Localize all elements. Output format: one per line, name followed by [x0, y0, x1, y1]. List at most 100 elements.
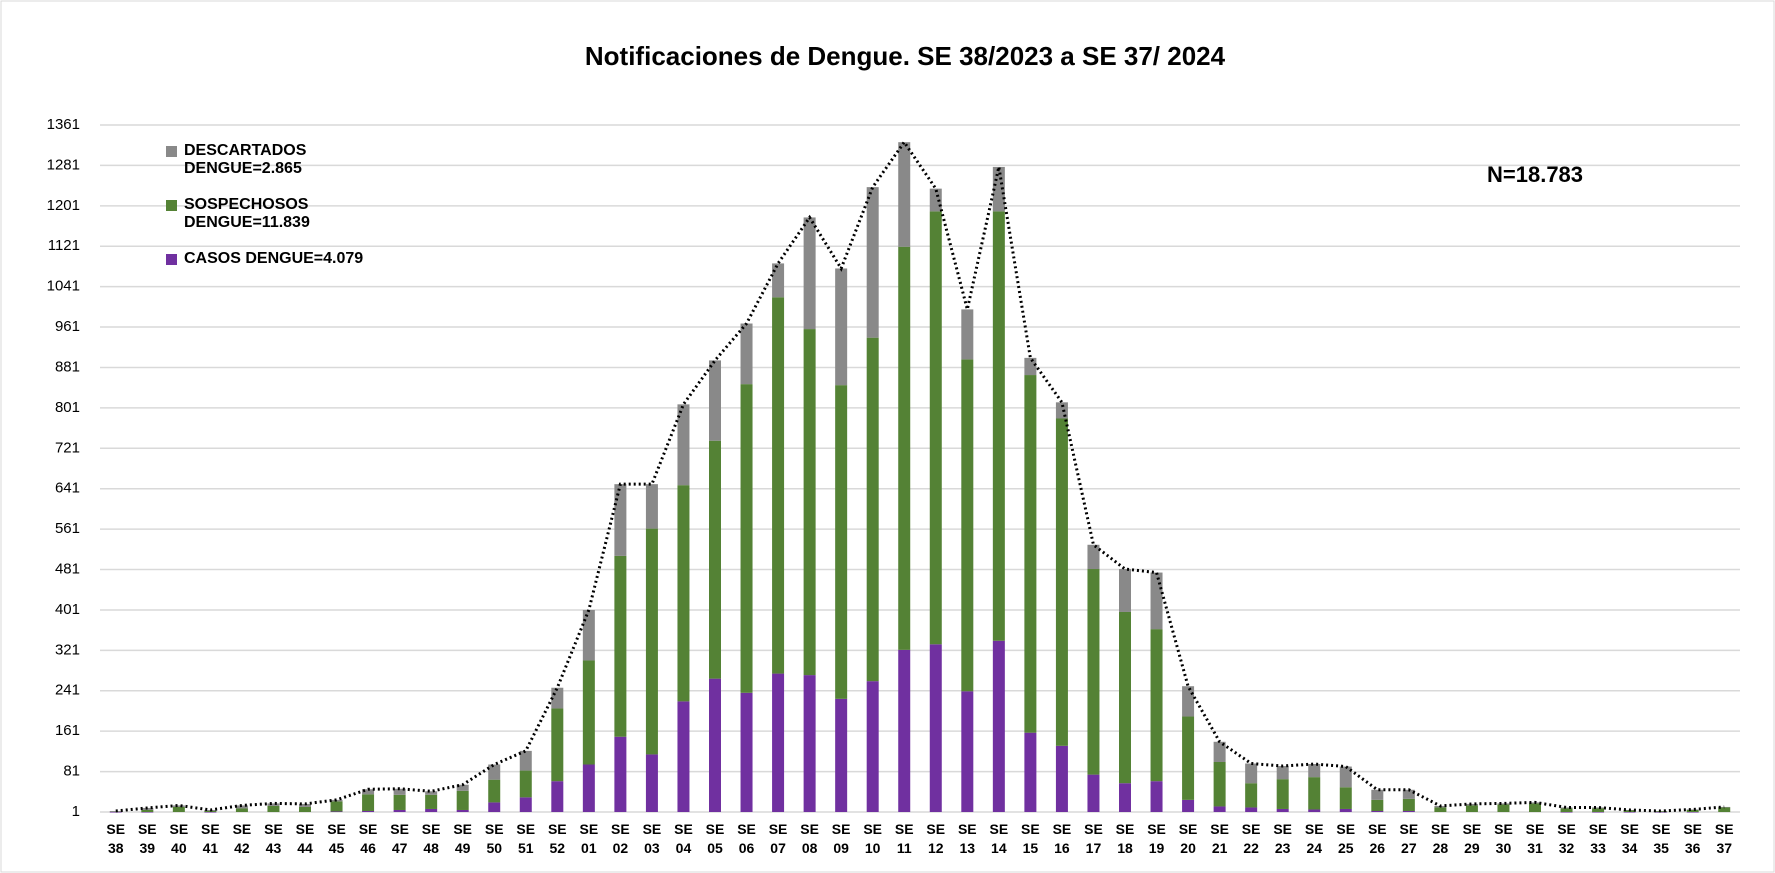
x-tick-label: SE 10 [863, 821, 882, 856]
x-tick-label: SE 26 [1368, 821, 1387, 856]
x-tick-label: SE 38 [106, 821, 125, 856]
bar-segment [1087, 544, 1100, 570]
y-tick-label: 241 [55, 682, 80, 699]
x-tick-label: SE 25 [1336, 821, 1355, 856]
legend-item: CASOS DENGUE=4.079 [166, 250, 376, 268]
bar-segment [709, 440, 721, 679]
bar-segment [992, 211, 1005, 641]
y-tick-label: 721 [55, 439, 80, 456]
x-tick-label: SE 41 [201, 821, 220, 856]
x-tick-label: SE 27 [1400, 821, 1419, 856]
bar-segment [1560, 808, 1573, 812]
bar-segment [1655, 811, 1668, 812]
bar-segment [1339, 766, 1352, 788]
bar-segment [1308, 777, 1321, 810]
bar-segment [1182, 686, 1195, 717]
x-tick-label: SE 09 [832, 821, 851, 856]
bar-segment [1339, 808, 1352, 812]
bar-segment [519, 750, 532, 771]
y-tick-label: 641 [55, 480, 80, 497]
y-tick-label: 1041 [47, 278, 80, 295]
x-tick-label: SE 19 [1147, 821, 1166, 856]
bar-segment [1655, 812, 1668, 813]
bar-segment [772, 297, 785, 674]
legend: DESCARTADOS DENGUE=2.865 SOSPECHOSOS DENG… [166, 142, 376, 286]
bar-segment [866, 187, 879, 338]
bar-segment [614, 555, 627, 737]
bar-segment [1055, 418, 1068, 746]
x-tick-label: SE 29 [1463, 821, 1482, 856]
bar-segment [1465, 803, 1478, 806]
bar-segment [1592, 812, 1605, 813]
x-tick-label: SE 07 [769, 821, 788, 856]
bar-segment [299, 806, 311, 812]
y-tick-label: 401 [55, 601, 80, 618]
legend-label: DESCARTADOS DENGUE=2.865 [184, 142, 307, 177]
bar-segment [866, 337, 879, 682]
x-tick-label: SE 47 [390, 821, 409, 856]
bar-segment [1087, 569, 1100, 775]
y-tick-label: 1201 [47, 197, 80, 214]
bar-segment [803, 675, 816, 812]
bar-segment [1119, 569, 1131, 612]
legend-swatch [166, 200, 177, 211]
y-tick-label: 801 [55, 399, 80, 416]
bar-segment [961, 359, 974, 692]
bar-segment [393, 794, 406, 810]
bar-segment [551, 708, 564, 782]
bar-segment [299, 803, 311, 807]
bar-segment [109, 810, 122, 812]
y-tick-label: 961 [55, 318, 80, 335]
bar-segment [456, 809, 469, 812]
bar-segment [1529, 803, 1541, 812]
x-tick-label: SE 17 [1084, 821, 1103, 856]
bar-segment [709, 360, 721, 441]
bar-segment [267, 805, 280, 812]
bar-segment [677, 485, 690, 702]
bar-segment [1655, 810, 1668, 812]
bar-segment [1497, 804, 1510, 812]
bar-segment [1308, 809, 1321, 812]
bar-segment [141, 812, 154, 813]
bar-segment [929, 211, 942, 645]
x-tick-label: SE 22 [1242, 821, 1261, 856]
y-tick-label: 1121 [48, 237, 80, 254]
bar-segment [1276, 779, 1289, 809]
bar-segment [1245, 783, 1258, 808]
bar-segment [835, 698, 848, 812]
bar-segment [1024, 357, 1037, 376]
x-tick-label: SE 18 [1116, 821, 1135, 856]
legend-label: CASOS DENGUE=4.079 [184, 250, 364, 267]
x-tick-label: SE 46 [359, 821, 378, 856]
bar-segment [1276, 808, 1289, 812]
bar-segment [1465, 805, 1478, 812]
bar-segment [1308, 764, 1321, 778]
bar-segment [898, 142, 911, 247]
bar-segment [362, 794, 375, 811]
bar-segment [1402, 810, 1415, 812]
bar-segment [740, 323, 753, 385]
bar-segment [1686, 812, 1699, 813]
y-tick-label: 1 [72, 803, 80, 820]
x-tick-label: SE 08 [800, 821, 819, 856]
bar-segment [1213, 761, 1226, 807]
bar-segment [425, 791, 438, 795]
bar-segment [614, 736, 627, 812]
bar-segment [1024, 375, 1037, 733]
x-tick-label: SE 04 [674, 821, 693, 856]
bar-segment [519, 797, 532, 812]
bar-segment [582, 660, 595, 765]
x-tick-label: SE 30 [1494, 821, 1513, 856]
bar-segment [898, 649, 911, 812]
bar-segment [1150, 629, 1163, 782]
x-tick-label: SE 44 [296, 821, 315, 856]
bar-segment [551, 687, 564, 709]
bar-segment [1024, 732, 1037, 812]
y-tick-label: 561 [55, 520, 80, 537]
bar-segment [362, 810, 375, 812]
bar-segment [772, 673, 785, 812]
y-tick-label: 161 [55, 722, 80, 739]
bar-segment [677, 404, 690, 486]
